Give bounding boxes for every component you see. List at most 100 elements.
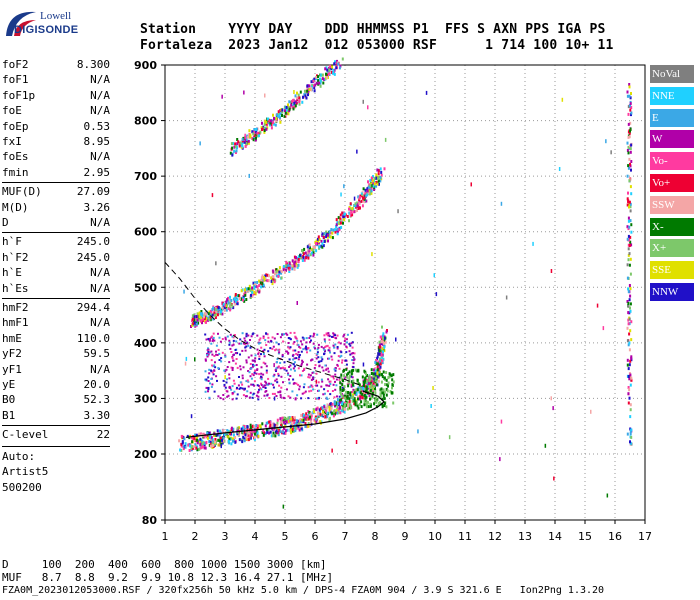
- echo-mark: [351, 376, 354, 379]
- echo-mark: [253, 364, 256, 367]
- echo-mark: [362, 362, 365, 367]
- echo-mark: [325, 396, 328, 399]
- echo-mark: [223, 369, 226, 372]
- echo-mark: [293, 361, 296, 364]
- echo-mark: [234, 142, 237, 146]
- echo-mark: [300, 397, 303, 400]
- echo-mark: [297, 255, 300, 259]
- echo-mark: [256, 427, 259, 430]
- echo-mark: [271, 347, 274, 350]
- echo-mark: [256, 431, 259, 435]
- echo-mark: [244, 293, 247, 297]
- echo-mark: [331, 236, 334, 240]
- echo-mark: [222, 398, 225, 401]
- echo-mark: [367, 185, 370, 189]
- echo-mark: [630, 168, 632, 172]
- echo-mark: [379, 365, 382, 369]
- echo-mark: [310, 384, 313, 387]
- echo-mark: [287, 419, 290, 423]
- echo-mark: [261, 278, 264, 282]
- echo-mark: [219, 307, 221, 311]
- echo-mark: [287, 112, 290, 116]
- legend-entry-nne: NNE: [650, 86, 694, 105]
- echo-mark: [377, 172, 380, 176]
- echo-mark: [329, 235, 332, 239]
- echo-mark: [262, 429, 265, 433]
- echo-mark: [379, 362, 382, 366]
- echo-mark: [358, 202, 361, 206]
- echo-mark: [257, 351, 260, 354]
- echo-mark: [204, 378, 207, 381]
- echo-mark: [366, 374, 368, 377]
- echo-mark: [284, 424, 287, 428]
- echo-mark: [277, 433, 280, 437]
- echo-mark: [204, 358, 207, 361]
- echo-mark: [329, 351, 331, 354]
- echo-mark: [198, 315, 201, 319]
- echo-mark: [333, 401, 336, 405]
- echo-mark: [256, 134, 259, 138]
- echo-mark: [254, 360, 256, 363]
- echo-mark: [365, 376, 368, 379]
- echo-mark: [266, 393, 269, 396]
- echo-mark: [323, 348, 326, 351]
- echo-mark: [629, 427, 632, 431]
- echo-mark: [294, 258, 297, 262]
- echo-mark: [262, 350, 265, 352]
- echo-mark: [267, 350, 270, 353]
- echo-mark: [544, 443, 547, 448]
- echo-mark: [264, 339, 267, 342]
- echo-mark: [191, 445, 194, 449]
- echo-mark: [387, 384, 389, 388]
- echo-mark: [305, 337, 308, 340]
- echo-mark: [286, 108, 288, 112]
- echo-mark: [284, 109, 286, 113]
- param-value: N/A: [90, 73, 110, 87]
- echo-mark: [232, 354, 235, 356]
- echo-mark: [359, 388, 362, 391]
- echo-mark: [470, 182, 472, 187]
- echo-mark: [361, 396, 364, 400]
- echo-mark: [216, 379, 218, 382]
- echo-mark: [326, 403, 329, 407]
- echo-mark: [203, 435, 206, 439]
- echo-mark: [370, 189, 373, 193]
- echo-mark: [316, 348, 319, 351]
- param-name: hmF1: [2, 316, 29, 330]
- echo-mark: [246, 379, 249, 382]
- param-row: foE N/A: [2, 104, 110, 118]
- echo-mark: [298, 354, 301, 356]
- echo-mark: [355, 401, 358, 404]
- echo-mark: [242, 435, 245, 439]
- echo-mark: [351, 341, 354, 344]
- echo-mark: [288, 381, 291, 384]
- echo-mark: [306, 89, 309, 93]
- echo-mark: [364, 192, 367, 196]
- echo-mark: [628, 252, 631, 256]
- echo-mark: [339, 391, 342, 394]
- echo-mark: [212, 336, 215, 339]
- echo-mark: [368, 393, 371, 397]
- param-row: foF2 8.300: [2, 58, 110, 72]
- echo-mark: [377, 175, 380, 179]
- echo-mark: [307, 256, 310, 260]
- echo-mark: [247, 438, 250, 441]
- echo-mark: [207, 388, 210, 391]
- echo-mark: [561, 97, 564, 102]
- echo-mark: [298, 422, 301, 426]
- echo-mark: [319, 81, 322, 85]
- echo-mark: [329, 383, 332, 385]
- echo-mark: [335, 337, 338, 340]
- echo-mark: [349, 344, 352, 347]
- echo-mark: [269, 347, 272, 350]
- echo-mark: [376, 371, 379, 375]
- echo-mark: [372, 381, 375, 385]
- echo-mark: [417, 429, 419, 434]
- echo-mark: [207, 347, 209, 350]
- echo-mark: [306, 245, 309, 249]
- echo-mark: [252, 429, 255, 433]
- echo-mark: [310, 339, 312, 342]
- echo-mark: [239, 338, 242, 341]
- echo-mark: [379, 179, 382, 183]
- echo-mark: [331, 231, 334, 235]
